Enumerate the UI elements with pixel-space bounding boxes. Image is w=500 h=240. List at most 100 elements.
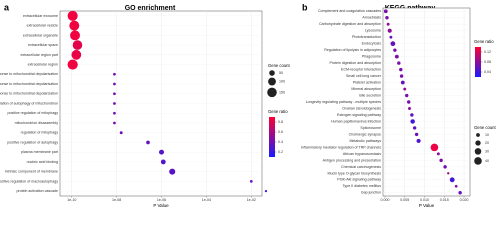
y-tick-label: extracellular space xyxy=(28,43,58,47)
dot xyxy=(416,138,421,143)
color-tick-label: 0.2 xyxy=(278,150,283,154)
x-tick-label: 1e-06 xyxy=(157,198,166,202)
legend-title: Gene ratio xyxy=(474,39,494,44)
dot xyxy=(430,143,439,152)
y-tick-label: plasma membrane part xyxy=(21,150,58,154)
x-tick-label: 1e-02 xyxy=(247,198,256,202)
y-tick-label: Endocytosis xyxy=(362,42,382,46)
x-tick-label: 1e-04 xyxy=(202,198,211,202)
x-tick-label: 0.010 xyxy=(420,198,429,202)
dot xyxy=(113,111,116,115)
y-tick-label: Phagosome xyxy=(362,55,381,59)
y-tick-label: Metabolic pathways xyxy=(349,139,381,143)
x-tick-label: 0.020 xyxy=(460,198,469,202)
dot xyxy=(403,87,407,91)
legend-label: 30 xyxy=(485,149,489,153)
dot xyxy=(113,121,116,125)
y-tick-label: Mineral absorption xyxy=(351,87,381,91)
dot xyxy=(443,165,447,169)
x-tick-label: 0.000 xyxy=(380,198,389,202)
dot xyxy=(71,49,82,60)
legend-swatch xyxy=(475,140,481,146)
color-bar xyxy=(269,117,275,157)
y-tick-label: Protein digestion and absorption xyxy=(329,61,381,65)
legend-swatch xyxy=(267,87,277,98)
y-tick-label: positive regulation of autophagy of mito… xyxy=(0,101,58,105)
panel-label: a xyxy=(4,2,10,12)
legend-title: Gene count xyxy=(474,125,496,130)
y-tick-label: Longevity regulating pathway - multiple … xyxy=(306,100,382,104)
x-tick-label: 1e-08 xyxy=(112,198,121,202)
dot xyxy=(399,74,404,78)
y-tick-label: positive regulation of autophagy xyxy=(7,140,58,144)
legend-label: 150 xyxy=(279,90,285,94)
dot xyxy=(408,107,411,110)
dot xyxy=(412,126,417,130)
y-tick-label: African trypanosomiasis xyxy=(343,152,381,156)
dot xyxy=(113,102,116,105)
y-tick-label: nucleic acid binding xyxy=(27,160,58,164)
color-tick-label: 0.8 xyxy=(278,120,283,124)
y-tick-label: positive regulation of autophagy of mito… xyxy=(0,92,58,96)
legend-title: Gene ratio xyxy=(268,109,288,114)
legend-label: 20 xyxy=(485,141,489,145)
dot xyxy=(119,131,123,135)
legend-label: 50 xyxy=(279,71,283,75)
chart-title: GO enrichment xyxy=(125,5,176,12)
dot xyxy=(449,177,455,183)
dot xyxy=(410,119,415,124)
dot xyxy=(383,9,388,14)
dot xyxy=(385,16,389,20)
y-tick-label: Bile secretion xyxy=(359,93,381,97)
dot xyxy=(264,190,268,193)
dot xyxy=(387,28,392,33)
y-tick-label: Small cell lung cancer xyxy=(346,74,382,78)
color-tick-label: 0.6 xyxy=(278,130,283,134)
color-tick-label: 0.4 xyxy=(278,140,283,144)
y-tick-label: ECM-receptor interaction xyxy=(341,68,381,72)
x-axis-label: P Value xyxy=(419,203,435,208)
y-tick-label: regulation of mitophagy xyxy=(21,131,59,135)
dot xyxy=(70,30,80,41)
legend-label: 100 xyxy=(279,79,285,83)
y-tick-label: Spliceosome xyxy=(360,126,381,130)
legend-swatch xyxy=(474,157,482,165)
y-tick-label: Carbohydrate digestion and absorption xyxy=(319,22,381,26)
y-tick-label: Amoebiasis xyxy=(362,16,381,20)
dot xyxy=(72,40,83,50)
y-tick-label: Cholinergic synapse xyxy=(349,132,381,136)
dot xyxy=(386,22,390,26)
x-tick-label: 0.005 xyxy=(400,198,409,202)
y-tick-label: positive regulation of macroautophagy xyxy=(0,179,58,183)
legend-swatch xyxy=(269,70,275,76)
dot xyxy=(393,48,397,52)
dot xyxy=(113,82,116,86)
y-tick-label: Platelet activation xyxy=(353,81,381,85)
dot xyxy=(407,100,411,104)
dot xyxy=(113,92,116,96)
dot xyxy=(69,20,80,31)
dot xyxy=(405,93,409,98)
y-tick-label: Gap junction xyxy=(361,191,381,195)
y-tick-label: Estrogen signaling pathway xyxy=(337,113,381,117)
y-tick-label: Antigen processing and presentation xyxy=(323,158,381,162)
dot xyxy=(447,172,450,175)
y-tick-label: Inflammatory mediator regulation of TRP … xyxy=(301,145,381,149)
dot xyxy=(454,184,458,188)
dot xyxy=(414,132,419,137)
dot xyxy=(249,180,253,183)
x-tick-label: 1e-10 xyxy=(67,198,76,202)
y-tick-label: Ovarian steroidogenesis xyxy=(342,106,381,110)
dot xyxy=(146,140,150,145)
y-tick-label: protein activation cascade xyxy=(16,189,58,193)
dot xyxy=(436,152,440,156)
dot xyxy=(169,168,176,175)
dot xyxy=(389,35,393,39)
dot xyxy=(67,59,78,70)
y-tick-label: Human papillomavirus infection xyxy=(331,119,381,123)
dot xyxy=(397,61,401,65)
dot xyxy=(394,54,399,59)
dot xyxy=(410,113,414,117)
color-tick-label: 0.04 xyxy=(484,70,491,74)
y-tick-label: intrinsic component of membrane xyxy=(5,170,58,174)
